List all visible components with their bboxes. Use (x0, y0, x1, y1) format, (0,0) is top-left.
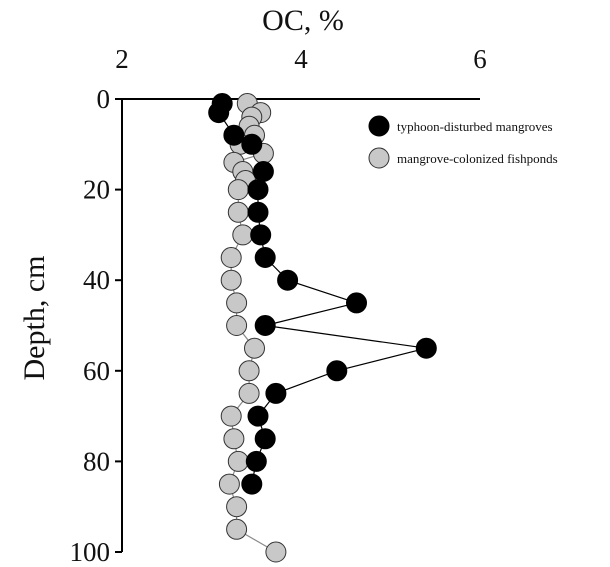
data-point-typhoon (241, 473, 263, 495)
data-point-typhoon (245, 450, 267, 472)
legend-marker-typhoon (368, 115, 390, 137)
data-point-typhoon (326, 360, 348, 382)
data-point-fishponds (220, 269, 242, 291)
y-ticks (115, 98, 122, 553)
data-point-fishponds (244, 337, 265, 359)
data-point-fishponds (218, 473, 240, 495)
data-point-typhoon (254, 247, 276, 268)
x-tick-label: 2 (115, 44, 129, 74)
data-point-typhoon (250, 224, 272, 246)
legend-label-fishponds: mangrove-colonized fishponds (397, 151, 558, 166)
series-line-typhoon (218, 103, 427, 485)
y-axis-title: Depth, cm (18, 256, 51, 381)
y-tick-label: 40 (83, 265, 110, 295)
data-point-fishponds (227, 450, 249, 472)
data-point-fishponds (226, 292, 248, 314)
data-point-fishponds (227, 179, 249, 201)
y-tick-label: 0 (97, 84, 111, 114)
data-point-fishponds (223, 428, 245, 450)
legend-label-typhoon: typhoon-disturbed mangroves (397, 119, 553, 134)
legend-marker-fishponds (368, 147, 390, 169)
x-tick-label: 4 (294, 44, 308, 74)
data-point-typhoon (346, 292, 367, 314)
data-point-fishponds (226, 496, 248, 518)
data-point-typhoon (415, 337, 437, 359)
data-point-typhoon (247, 201, 269, 223)
series-points (208, 93, 437, 563)
x-tick-label: 6 (473, 44, 487, 74)
data-point-fishponds (220, 405, 242, 427)
data-point-typhoon (265, 382, 287, 404)
data-point-fishponds (232, 224, 254, 246)
data-point-typhoon (247, 179, 269, 201)
data-point-fishponds (226, 518, 248, 540)
y-tick-label: 60 (83, 356, 110, 386)
data-point-fishponds (226, 315, 248, 336)
data-point-fishponds (238, 360, 260, 382)
data-point-typhoon (241, 133, 263, 155)
data-point-fishponds (238, 382, 260, 404)
data-point-typhoon (247, 405, 269, 427)
data-point-typhoon (252, 161, 274, 182)
data-point-typhoon (208, 102, 230, 124)
x-axis-title: OC, % (262, 4, 344, 37)
data-point-typhoon (223, 124, 245, 146)
y-tick-label: 100 (70, 537, 111, 567)
data-point-typhoon (254, 315, 276, 336)
data-point-fishponds (227, 201, 249, 223)
x-tick-labels: 2 4 6 (115, 44, 487, 74)
y-tick-label: 80 (83, 446, 110, 476)
data-point-fishponds (265, 541, 287, 563)
y-tick-labels: 0 20 40 60 80 100 (70, 84, 111, 567)
data-point-fishponds (220, 247, 242, 268)
legend: typhoon-disturbed mangroves mangrove-col… (368, 115, 558, 169)
data-point-typhoon (254, 428, 276, 450)
y-tick-label: 20 (83, 175, 110, 205)
data-point-typhoon (277, 269, 299, 291)
